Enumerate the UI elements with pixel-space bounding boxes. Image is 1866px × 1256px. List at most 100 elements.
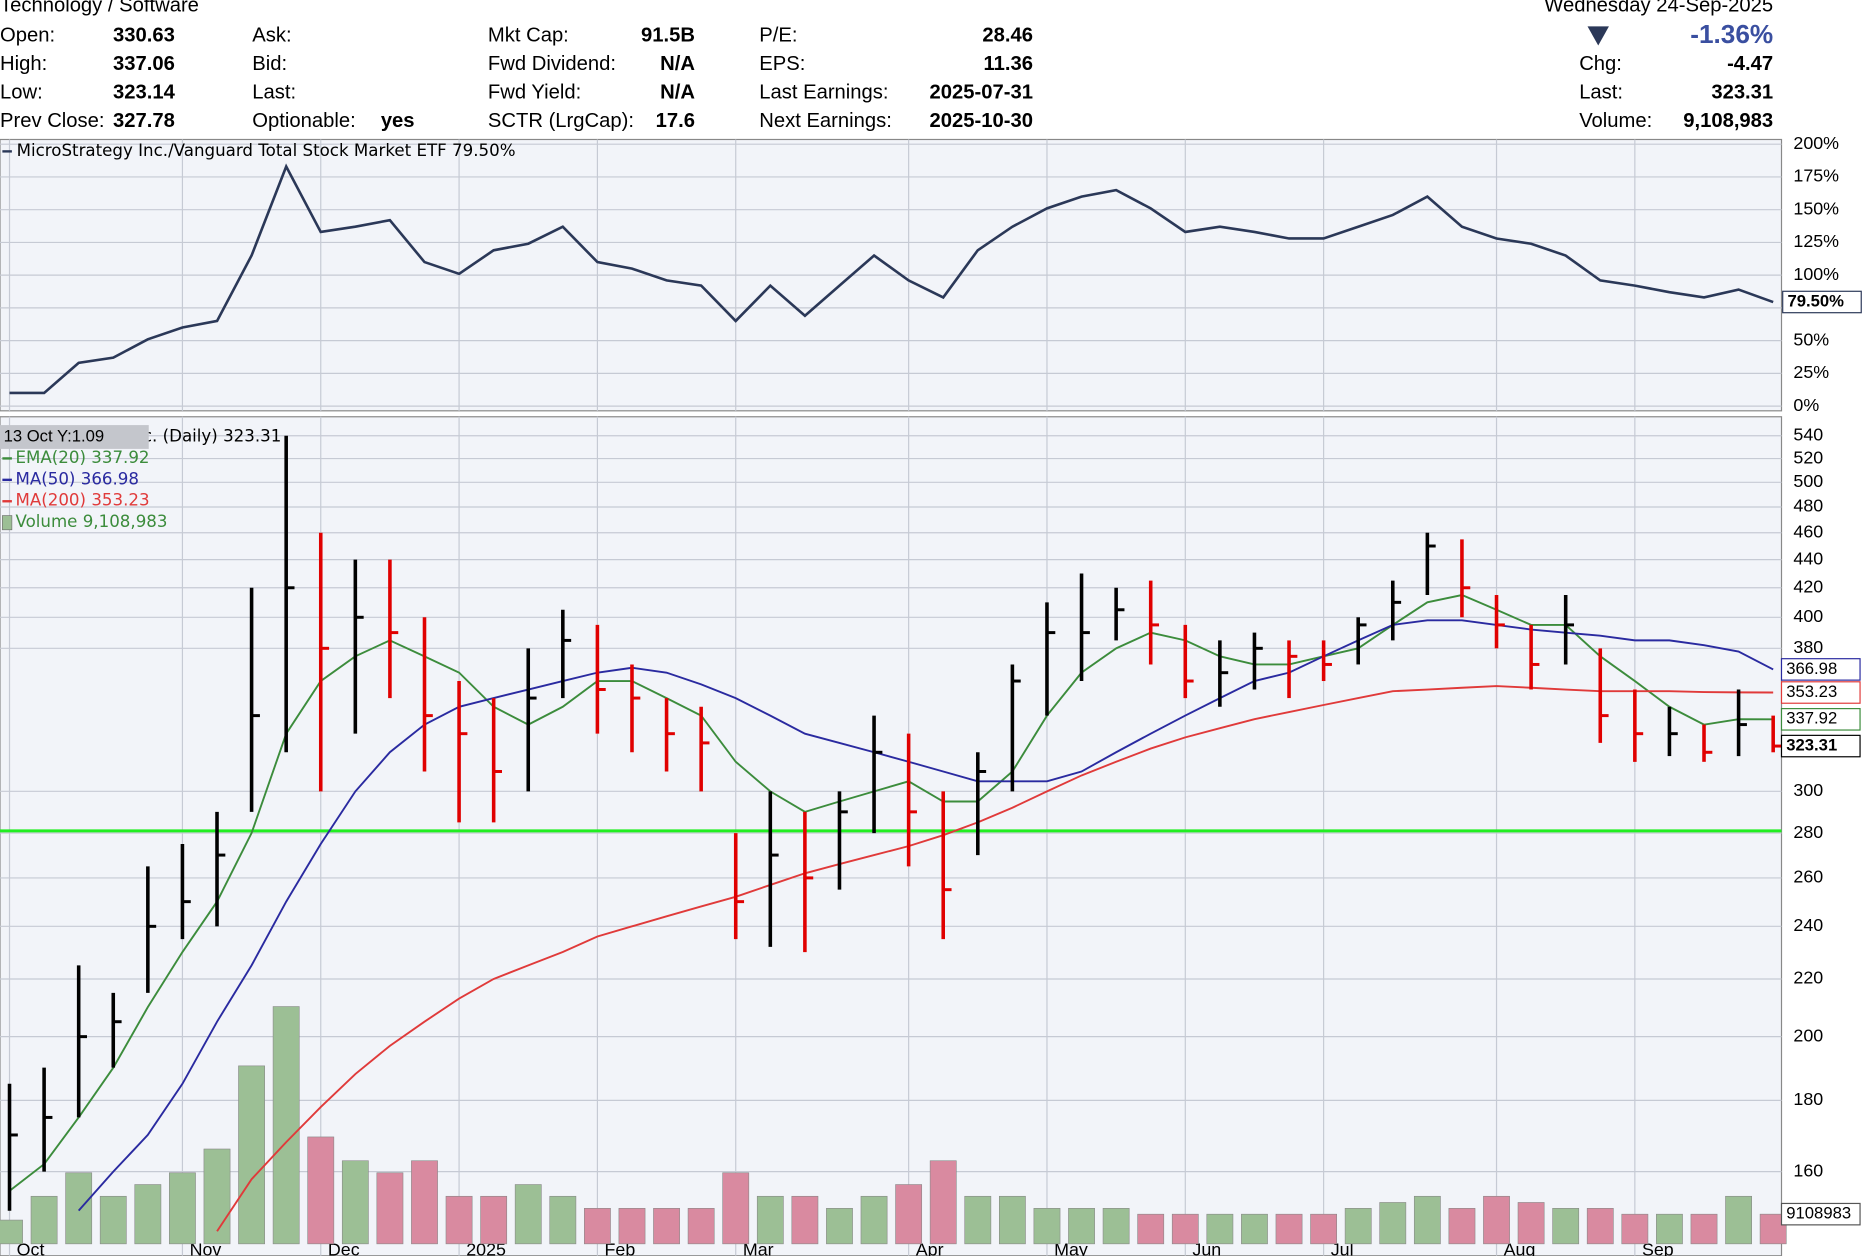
legend-label: MA(200) 353.23 xyxy=(15,491,149,510)
value-tag-box xyxy=(1780,1202,1861,1226)
volume-bar xyxy=(134,1184,162,1245)
volume-bar xyxy=(1310,1213,1338,1245)
field-label: Low: xyxy=(0,81,43,103)
value-tag: 353.23 xyxy=(1786,682,1837,701)
ratio-line xyxy=(9,163,1774,395)
down-arrow xyxy=(1587,26,1609,46)
value-tag: 323.31 xyxy=(1786,735,1837,754)
moving-average xyxy=(216,685,1774,1232)
field-label: SCTR (LrgCap): xyxy=(488,110,634,132)
field-label: Fwd Dividend: xyxy=(488,53,616,75)
field-label: Prev Close: xyxy=(0,110,104,132)
value-tag-box xyxy=(1780,658,1861,681)
volume-bar xyxy=(30,1195,58,1245)
volume-bar xyxy=(826,1208,853,1245)
y-tick-label: 540 xyxy=(1793,424,1823,444)
field-label: Last: xyxy=(1579,81,1623,103)
volume-bar xyxy=(1413,1195,1441,1245)
field-label: Fwd Yield: xyxy=(488,81,581,103)
y-tick-label: 260 xyxy=(1793,867,1823,887)
volume-bar xyxy=(1102,1208,1130,1245)
date: Wednesday 24-Sep-2025 xyxy=(1544,0,1773,17)
volume-bar xyxy=(514,1184,542,1245)
volume-bar xyxy=(1171,1213,1199,1245)
field-value: 323.14 xyxy=(113,81,176,103)
volume-bar xyxy=(618,1208,646,1245)
volume-bar xyxy=(860,1195,888,1245)
volume-bar xyxy=(238,1065,265,1245)
field-label: Optionable: xyxy=(252,110,355,132)
y-tick-label: 500 xyxy=(1793,471,1823,491)
volume-bar xyxy=(1068,1208,1095,1245)
y-tick-label: 160 xyxy=(1793,1160,1823,1180)
y-tick-label: 280 xyxy=(1793,822,1823,842)
volume-bar xyxy=(1275,1213,1303,1245)
volume-bar xyxy=(549,1195,577,1245)
field-label: Last: xyxy=(252,81,296,103)
y-tick-label: 175% xyxy=(1793,166,1839,186)
sector: Technology / Software xyxy=(0,0,199,17)
volume-bar xyxy=(722,1172,750,1245)
volume-bar xyxy=(272,1006,300,1245)
volume-bar xyxy=(1033,1208,1061,1245)
y-tick-label: 200 xyxy=(1793,1025,1823,1045)
volume-bar xyxy=(341,1160,369,1245)
legend-label: Volume 9,108,983 xyxy=(15,512,167,531)
field-label: Last Earnings: xyxy=(759,81,888,103)
y-tick-label: 380 xyxy=(1793,637,1823,657)
volume-bar xyxy=(169,1172,196,1245)
volume-bar xyxy=(929,1160,957,1245)
volume-bar xyxy=(1517,1202,1545,1245)
volume-bar xyxy=(687,1208,715,1245)
value-tag-box xyxy=(1782,290,1862,314)
field-label: P/E: xyxy=(759,24,797,46)
field-value: 337.06 xyxy=(113,53,175,75)
value-tag: 9108983 xyxy=(1786,1204,1851,1223)
field-label: Mkt Cap: xyxy=(488,24,569,46)
field-value: 91.5B xyxy=(641,24,695,46)
field-value: 2025-10-30 xyxy=(930,110,1033,132)
volume-bar xyxy=(1206,1213,1234,1245)
y-tick-label: 440 xyxy=(1793,548,1823,568)
volume-bar xyxy=(1656,1213,1683,1245)
field-value: 323.31 xyxy=(1711,81,1773,103)
volume-bar xyxy=(791,1195,819,1245)
value-tag-box xyxy=(1780,681,1861,704)
y-tick-label: 480 xyxy=(1793,496,1823,516)
y-tick-label: 300 xyxy=(1793,780,1823,800)
volume-bar xyxy=(1586,1208,1614,1245)
y-tick-label: 240 xyxy=(1793,915,1823,935)
field-value: 28.46 xyxy=(982,24,1033,46)
crosshair-box xyxy=(0,425,149,449)
field-value: 9,108,983 xyxy=(1683,110,1773,132)
y-tick-label: 460 xyxy=(1793,521,1823,541)
value-tag: 79.50% xyxy=(1787,291,1844,310)
legend-swatch xyxy=(2,515,13,531)
volume-bar xyxy=(998,1195,1026,1245)
field-value: N/A xyxy=(660,53,695,75)
change-pct: -1.36% xyxy=(1690,19,1773,49)
field-label: Volume: xyxy=(1579,110,1652,132)
volume-bar xyxy=(0,1219,23,1245)
volume-bar xyxy=(1137,1213,1165,1245)
volume-bar xyxy=(307,1136,335,1245)
y-tick-label: 200% xyxy=(1793,133,1839,153)
field-label: EPS: xyxy=(759,53,805,75)
volume-bar xyxy=(1448,1208,1476,1245)
field-value: 2025-07-31 xyxy=(930,81,1033,103)
y-tick-label: 125% xyxy=(1793,231,1839,251)
field-label: Bid: xyxy=(252,53,287,75)
volume-bar xyxy=(445,1195,473,1245)
legend-label: EMA(20) 337.92 xyxy=(15,448,149,467)
y-tick-label: 400 xyxy=(1793,606,1823,626)
field-value: 327.78 xyxy=(113,110,175,132)
volume-bar xyxy=(411,1160,438,1245)
value-tag-box xyxy=(1780,708,1861,731)
field-value: N/A xyxy=(660,81,695,103)
volume-bar xyxy=(1725,1195,1752,1245)
y-tick-label: 0% xyxy=(1793,395,1819,415)
y-tick-label: 100% xyxy=(1793,264,1839,284)
volume-bar xyxy=(1344,1208,1372,1245)
volume-bar xyxy=(1241,1213,1268,1245)
